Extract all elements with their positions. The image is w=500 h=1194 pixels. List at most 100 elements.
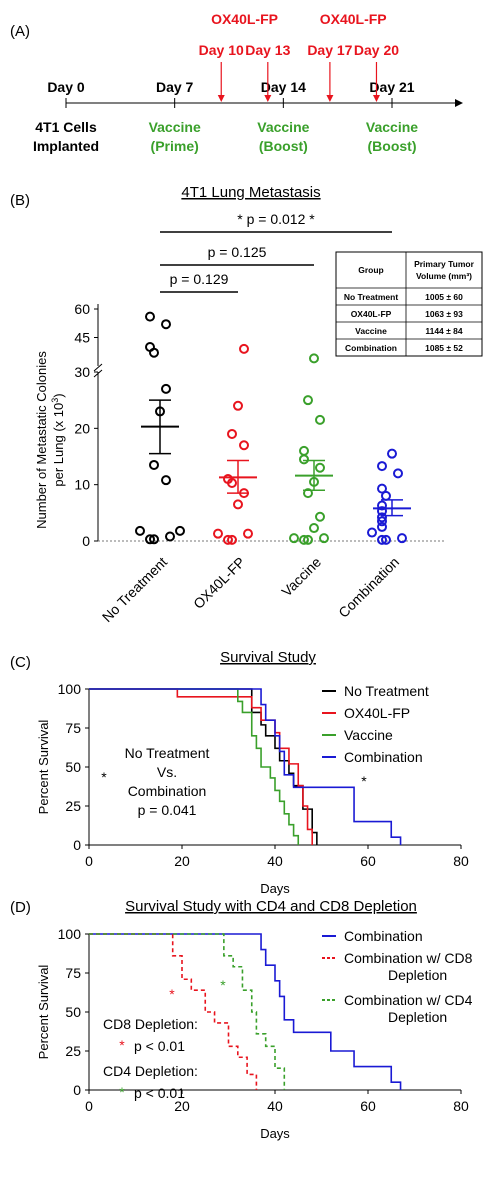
legend-label: Depletion [388, 1009, 447, 1025]
y-tick-label: 25 [65, 798, 81, 814]
survival-curve [89, 688, 300, 845]
x-tick-label: 60 [360, 1098, 376, 1114]
panel-b-ylabel: Number of Metastatic Colonies per Lung (… [34, 351, 66, 529]
y-tick-label: 25 [65, 1043, 81, 1059]
b-axis-break [93, 363, 103, 378]
timeline-arrowhead [455, 99, 463, 107]
b-data-point [309, 523, 319, 534]
cd4-label: CD4 Depletion: [103, 1063, 198, 1079]
b-data-point [145, 342, 155, 352]
y-tick-label: 75 [65, 720, 81, 736]
x-tick-label: 40 [267, 853, 283, 869]
b-data-point [233, 400, 243, 411]
timeline-ox40l-group: OX40L-FP OX40L-FP Day 10 Day 13 Day 17 Day 20 [199, 11, 399, 102]
b-ytick-label: 10 [74, 477, 90, 493]
vaccine-label: Vaccine [149, 119, 201, 135]
panel-a: (A) Day 0 Day 7 Day 14 Day 21 OX40L-FP OX40L… [10, 11, 463, 154]
b-data-point [377, 461, 387, 472]
b-data-point [289, 533, 299, 544]
b-data-point [243, 528, 253, 539]
survival-curve [89, 933, 402, 1090]
b-data-point [377, 500, 387, 511]
b-data-point [161, 383, 171, 394]
cd8-star: * [119, 1037, 125, 1053]
b-ytick-label: 60 [74, 301, 90, 317]
ylabel-line2-main: per Lung (x 10 [51, 403, 66, 487]
tumor-volume-table: Group Primary Tumor Volume (mm³) No Treatme… [335, 251, 483, 357]
implanted-line2: Implanted [33, 138, 99, 154]
b-data-point [393, 468, 403, 479]
ox40l-arrowhead [264, 95, 272, 102]
table-cell-group: Vaccine [355, 326, 387, 336]
b-data-point [299, 454, 309, 465]
panel-b-axes: 0 10 20 30 45 60 [74, 301, 445, 549]
table-cell-volume: 1085 ± 52 [425, 343, 463, 353]
b-ytick-label: 30 [74, 364, 90, 380]
y-axis-label: Percent Survival [36, 720, 51, 815]
timeline-day-label: Day 21 [369, 79, 414, 95]
table-cell-group: No Treatment [344, 292, 398, 302]
panel-b-points [135, 311, 411, 545]
timeline-day-label: Day 14 [261, 79, 306, 95]
b-data-point [299, 445, 309, 456]
b-data-point [149, 459, 159, 470]
ylabel-line2: per Lung (x 103) [50, 393, 66, 486]
table-cell-group: Combination [345, 343, 397, 353]
y-tick-label: 0 [73, 837, 81, 853]
b-data-point [135, 525, 145, 536]
survival-curve [89, 933, 258, 1090]
cd4-star-plot: * [220, 977, 226, 993]
legend-label: OX40L-FP [344, 705, 410, 721]
x-tick-label: 0 [85, 853, 93, 869]
b-ytick-label: 0 [82, 533, 90, 549]
ylabel-line2-end: ) [51, 393, 66, 397]
chart-title: Survival Study with CD4 and CD8 Depletio… [125, 898, 417, 915]
b-data-point [161, 475, 171, 486]
annotation-text: Vs. [157, 764, 177, 780]
table-cell-volume: 1144 ± 84 [425, 326, 463, 336]
vaccine-sublabel: (Boost) [368, 138, 417, 154]
b-data-point [145, 311, 155, 322]
b-data-point [397, 533, 407, 544]
b-ytick-label: 45 [74, 330, 90, 346]
b-category-label: Combination [335, 554, 402, 621]
b-data-point [161, 319, 171, 330]
x-axis-label: Days [260, 1126, 290, 1141]
table-cell-group: OX40L-FP [351, 309, 392, 319]
b-data-point [223, 474, 233, 485]
legend-label: No Treatment [344, 683, 429, 699]
table-header-volume-l1: Primary Tumor [414, 259, 475, 269]
b-data-point [377, 483, 387, 494]
survival-curve [89, 688, 402, 845]
y-tick-label: 100 [58, 681, 82, 697]
b-data-point [223, 534, 233, 545]
panel-d-chart: Survival Study with CD4 and CD8 Depletio… [36, 898, 473, 1141]
vaccine-label: Vaccine [366, 119, 418, 135]
b-data-point [165, 531, 175, 542]
y-tick-label: 100 [58, 926, 82, 942]
timeline-day-labels: Day 0 Day 7 Day 14 Day 21 [47, 79, 414, 95]
b-category-label: Vaccine [278, 554, 324, 600]
x-tick-label: 60 [360, 853, 376, 869]
vaccine-label: Vaccine [257, 119, 309, 135]
survival-curve [89, 688, 318, 845]
ox40l-arrowhead [217, 95, 225, 102]
legend-label: Depletion [388, 967, 447, 983]
b-data-point [149, 534, 159, 545]
ox40l-arrowhead [372, 95, 380, 102]
ox40l-label: OX40L-FP [211, 11, 278, 27]
pvalue-label: * p = 0.012 * [237, 211, 315, 227]
table-cell-volume: 1005 ± 60 [425, 292, 463, 302]
chart-title: Survival Study [220, 649, 316, 666]
pvalue-label: p = 0.129 [170, 271, 229, 287]
b-data-point [387, 448, 397, 459]
ylabel-line2-sup: 3 [50, 398, 60, 403]
panel-d-label: (D) [10, 899, 31, 916]
panel-b-title: 4T1 Lung Metastasis [181, 184, 320, 201]
b-data-point [377, 512, 387, 523]
annotation-text: p = 0.041 [138, 802, 197, 818]
b-data-point [319, 533, 329, 544]
timeline-day-label: Day 0 [47, 79, 85, 95]
legend-label: Combination w/ CD8 [344, 950, 473, 966]
table-header-group: Group [358, 265, 384, 275]
